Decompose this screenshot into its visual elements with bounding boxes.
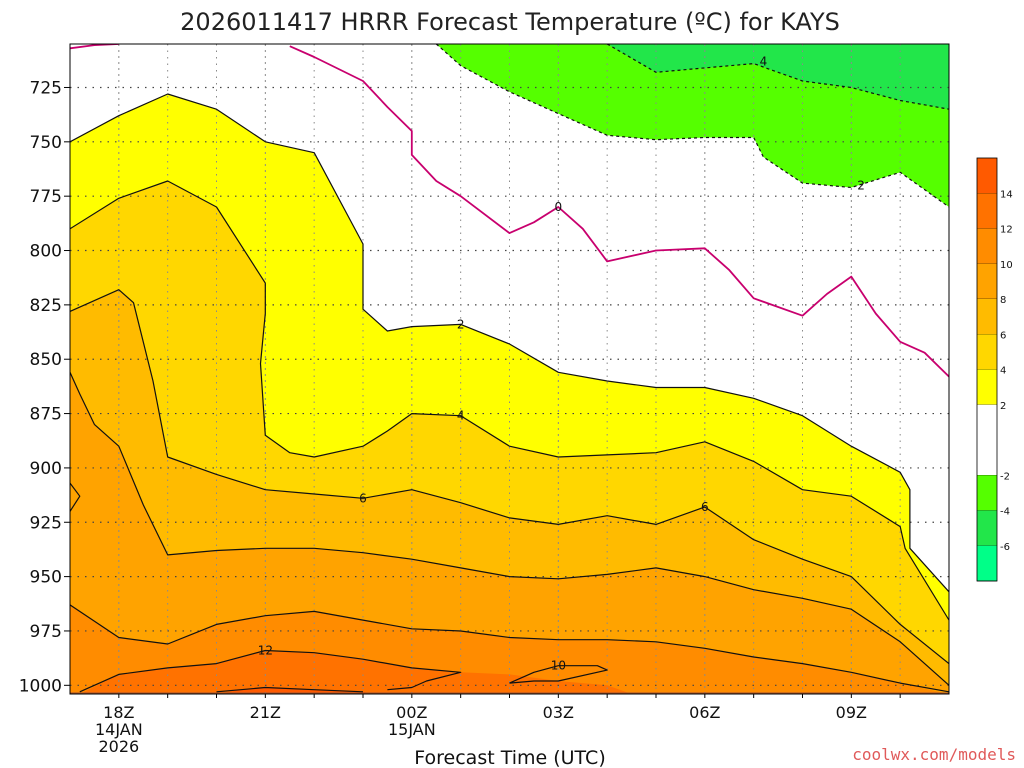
colorbar-tick-2: 10 [1000, 260, 1013, 271]
x-axis-label: Forecast Time (UTC) [414, 747, 605, 768]
contour-line-0 [70, 44, 119, 50]
colorbar-tick-0: 14 [1000, 189, 1013, 200]
colorbar-tick-5: 4 [1000, 366, 1006, 377]
y-tick-label-800: 800 [30, 242, 62, 262]
contour-label-3: 2 [457, 317, 465, 331]
x-tick-label-0-2: 2026 [98, 737, 139, 756]
colorbar-band-7 [977, 404, 997, 476]
fill-band-7 [436, 44, 949, 207]
credit-text: coolwx.com/models [852, 745, 1016, 764]
colorbar-tick-3: 8 [1000, 295, 1006, 306]
fill-band-6 [216, 687, 373, 694]
contour-line-11 [79, 649, 462, 693]
colorbar-frame [976, 157, 998, 582]
colorbar-band-3 [977, 263, 997, 299]
contour-line-9 [70, 604, 949, 693]
x-tick-label-2-1: 15JAN [388, 720, 436, 739]
fill-band-5 [79, 650, 632, 694]
contour-line-12 [216, 686, 364, 693]
colorbar-band-0 [977, 158, 997, 194]
x-tick-label-1-0: 21Z [250, 703, 281, 722]
filled-contours [70, 44, 949, 694]
colorbar-tick-8: -4 [1000, 507, 1010, 518]
y-tick-label-725: 725 [30, 78, 62, 98]
contour-line-8 [70, 482, 81, 512]
contour-label-0: 0 [555, 200, 563, 214]
x-tick-label-5-0: 09Z [836, 703, 867, 722]
colorbar-band-5 [977, 334, 997, 370]
contour-line-3 [606, 44, 949, 110]
contour-label-5: 6 [359, 491, 367, 505]
x-tick-label-2-0: 00Z [396, 703, 427, 722]
colorbar-tick-6: 2 [1000, 401, 1006, 412]
colorbar-band-6 [977, 369, 997, 405]
y-tick-label-825: 825 [30, 296, 62, 316]
x-tick-label-0-0: 18Z [103, 703, 134, 722]
y-tick-label-1000: 1000 [19, 676, 62, 696]
colorbar-tick-7: -2 [1000, 471, 1010, 482]
colorbar-band-9 [977, 510, 997, 546]
y-axis: 725 750 775 800 825 850 875 900 925 950 975 1000 [19, 78, 70, 696]
colorbar-band-2 [977, 228, 997, 264]
y-tick-label-950: 950 [30, 568, 62, 588]
y-tick-label-975: 975 [30, 622, 62, 642]
colorbar-band-10 [977, 545, 997, 581]
contour-line-4 [70, 93, 949, 593]
colorbar-band-4 [977, 299, 997, 335]
surface-band [70, 692, 949, 694]
contour-label-2: 2 [857, 178, 865, 192]
contour-label-7: 10 [551, 659, 566, 673]
contour-label-4: 4 [457, 409, 465, 423]
x-tick-label-4-0: 06Z [689, 703, 720, 722]
fill-band-8 [607, 44, 949, 110]
contour-line-6 [70, 289, 949, 665]
y-tick-label-925: 925 [30, 513, 62, 533]
y-tick-label-900: 900 [30, 459, 62, 479]
colorbar-tick-1: 12 [1000, 225, 1013, 236]
contour-label-6: 6 [701, 500, 709, 514]
contour-line-1 [289, 45, 949, 378]
chart-title: 2026011417 HRRR Forecast Temperature (ºC… [180, 8, 840, 36]
contour-label-8: 12 [258, 644, 273, 658]
y-tick-label-750: 750 [30, 133, 62, 153]
contour-lines [70, 44, 949, 693]
colorbar-band-8 [977, 475, 997, 511]
y-tick-label-775: 775 [30, 187, 62, 207]
contour-label-1: 4 [760, 54, 768, 68]
x-tick-label-3-0: 03Z [543, 703, 574, 722]
colorbar-tick-9: -6 [1000, 542, 1010, 553]
contour-line-7 [70, 372, 949, 686]
colorbar-band-1 [977, 193, 997, 229]
colorbar: 14 12 10 8 6 4 2 -2 -4 -6 [976, 157, 1013, 582]
x-tick-label-0-1: 14JAN [95, 720, 143, 739]
y-tick-label-850: 850 [30, 350, 62, 370]
surface-ground [70, 692, 949, 694]
contour-labels: 0 4 2 2 4 6 6 10 12 [258, 54, 865, 672]
y-tick-label-875: 875 [30, 405, 62, 425]
contour-line-5 [70, 180, 949, 621]
colorbar-tick-4: 6 [1000, 330, 1006, 341]
contour-line-10 [509, 665, 608, 684]
